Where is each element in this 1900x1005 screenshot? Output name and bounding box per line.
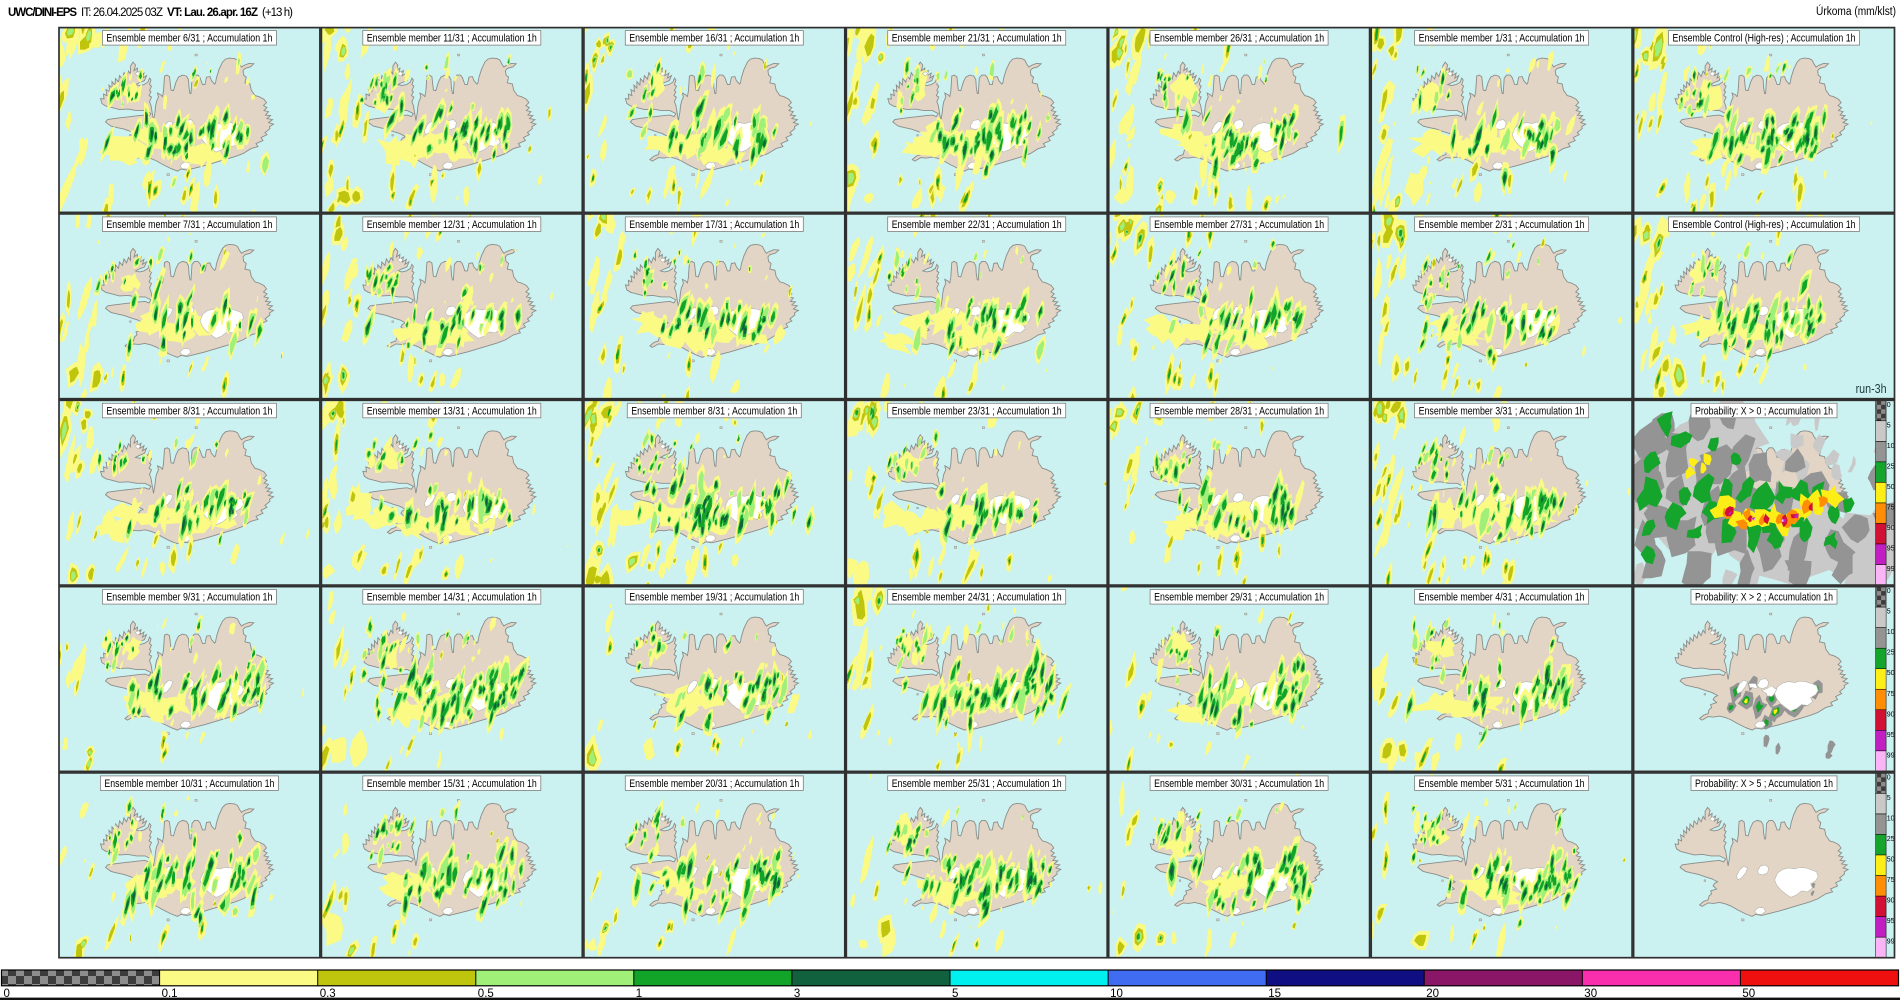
svg-text:Ensemble member 25/31 ; Accumu: Ensemble member 25/31 ; Accumulation 1h bbox=[892, 778, 1062, 790]
svg-text:0.1: 0.1 bbox=[162, 988, 178, 1000]
svg-text:Ensemble member 8/31 ; Accumul: Ensemble member 8/31 ; Accumulation 1h bbox=[106, 405, 272, 417]
svg-text:20: 20 bbox=[1426, 988, 1439, 1000]
svg-text:10: 10 bbox=[1110, 988, 1123, 1000]
svg-text:Ensemble member 17/31 ; Accumu: Ensemble member 17/31 ; Accumulation 1h bbox=[629, 219, 799, 231]
svg-text:Ensemble member 15/31 ; Accumu: Ensemble member 15/31 ; Accumulation 1h bbox=[367, 778, 537, 790]
svg-text:Ensemble member 21/31 ; Accumu: Ensemble member 21/31 ; Accumulation 1h bbox=[892, 33, 1062, 45]
svg-text:50: 50 bbox=[1742, 988, 1755, 1000]
svg-text:0: 0 bbox=[4, 988, 10, 1000]
svg-text:3: 3 bbox=[794, 988, 800, 1000]
svg-text:Ensemble member 22/31 ; Accumu: Ensemble member 22/31 ; Accumulation 1h bbox=[892, 219, 1062, 231]
svg-text:Ensemble member 24/31 ; Accumu: Ensemble member 24/31 ; Accumulation 1h bbox=[892, 592, 1062, 604]
svg-text:Ensemble Control (High-res) ;: Ensemble Control (High-res) ; Accumulati… bbox=[1673, 219, 1856, 231]
svg-text:Ensemble member 14/31 ; Accumu: Ensemble member 14/31 ; Accumulation 1h bbox=[367, 592, 537, 604]
svg-text:Ensemble Control (High-res) ;: Ensemble Control (High-res) ; Accumulati… bbox=[1673, 33, 1856, 45]
svg-text:15: 15 bbox=[1268, 988, 1281, 1000]
svg-text:Ensemble member 5/31 ; Accumul: Ensemble member 5/31 ; Accumulation 1h bbox=[1419, 778, 1585, 790]
svg-text:Ensemble member 4/31 ; Accumul: Ensemble member 4/31 ; Accumulation 1h bbox=[1419, 592, 1585, 604]
svg-text:Probability: X > 5 ; Accumulat: Probability: X > 5 ; Accumulation 1h bbox=[1695, 778, 1833, 790]
svg-text:Ensemble member 13/31 ; Accumu: Ensemble member 13/31 ; Accumulation 1h bbox=[367, 405, 537, 417]
svg-text:Ensemble member 20/31 ; Accumu: Ensemble member 20/31 ; Accumulation 1h bbox=[629, 778, 799, 790]
svg-text:Ensemble member 2/31 ; Accumul: Ensemble member 2/31 ; Accumulation 1h bbox=[1419, 219, 1585, 231]
svg-text:Úrkoma (mm/klst): Úrkoma (mm/klst) bbox=[1816, 5, 1896, 18]
svg-text:1: 1 bbox=[636, 988, 642, 1000]
svg-text:Ensemble member 7/31 ; Accumul: Ensemble member 7/31 ; Accumulation 1h bbox=[106, 219, 272, 231]
svg-text:Ensemble member 23/31 ; Accumu: Ensemble member 23/31 ; Accumulation 1h bbox=[892, 405, 1062, 417]
svg-text:Ensemble member 9/31 ; Accumul: Ensemble member 9/31 ; Accumulation 1h bbox=[106, 592, 272, 604]
svg-text:Ensemble member 27/31 ; Accumu: Ensemble member 27/31 ; Accumulation 1h bbox=[1154, 219, 1324, 231]
svg-text:Ensemble member 29/31 ; Accumu: Ensemble member 29/31 ; Accumulation 1h bbox=[1154, 592, 1324, 604]
svg-text:Ensemble member 16/31 ; Accumu: Ensemble member 16/31 ; Accumulation 1h bbox=[629, 33, 799, 45]
svg-text:run-3h: run-3h bbox=[1856, 382, 1887, 396]
svg-text:Ensemble member 26/31 ; Accumu: Ensemble member 26/31 ; Accumulation 1h bbox=[1154, 33, 1324, 45]
svg-text:Ensemble member 8/31 ; Accumul: Ensemble member 8/31 ; Accumulation 1h bbox=[631, 405, 797, 417]
svg-text:Ensemble member 12/31 ; Accumu: Ensemble member 12/31 ; Accumulation 1h bbox=[367, 219, 537, 231]
svg-text:Probability: X > 0 ; Accumulat: Probability: X > 0 ; Accumulation 1h bbox=[1695, 405, 1833, 417]
svg-text:Probability: X > 2 ; Accumulat: Probability: X > 2 ; Accumulation 1h bbox=[1695, 592, 1833, 604]
svg-text:Ensemble member 10/31 ; Accumu: Ensemble member 10/31 ; Accumulation 1h bbox=[104, 778, 274, 790]
svg-text:0.5: 0.5 bbox=[478, 988, 494, 1000]
svg-text:Ensemble member 28/31 ; Accumu: Ensemble member 28/31 ; Accumulation 1h bbox=[1154, 405, 1324, 417]
svg-text:Ensemble member 19/31 ; Accumu: Ensemble member 19/31 ; Accumulation 1h bbox=[629, 592, 799, 604]
svg-text:Ensemble member 11/31 ; Accumu: Ensemble member 11/31 ; Accumulation 1h bbox=[367, 33, 537, 45]
svg-text:Ensemble member 6/31 ; Accumul: Ensemble member 6/31 ; Accumulation 1h bbox=[106, 33, 272, 45]
svg-text:30: 30 bbox=[1584, 988, 1597, 1000]
svg-text:Ensemble member 3/31 ; Accumul: Ensemble member 3/31 ; Accumulation 1h bbox=[1419, 405, 1585, 417]
svg-text:0.3: 0.3 bbox=[320, 988, 336, 1000]
svg-text:Ensemble member 1/31 ; Accumul: Ensemble member 1/31 ; Accumulation 1h bbox=[1419, 33, 1585, 45]
svg-text:Ensemble member 30/31 ; Accumu: Ensemble member 30/31 ; Accumulation 1h bbox=[1154, 778, 1324, 790]
svg-text:5: 5 bbox=[952, 988, 958, 1000]
